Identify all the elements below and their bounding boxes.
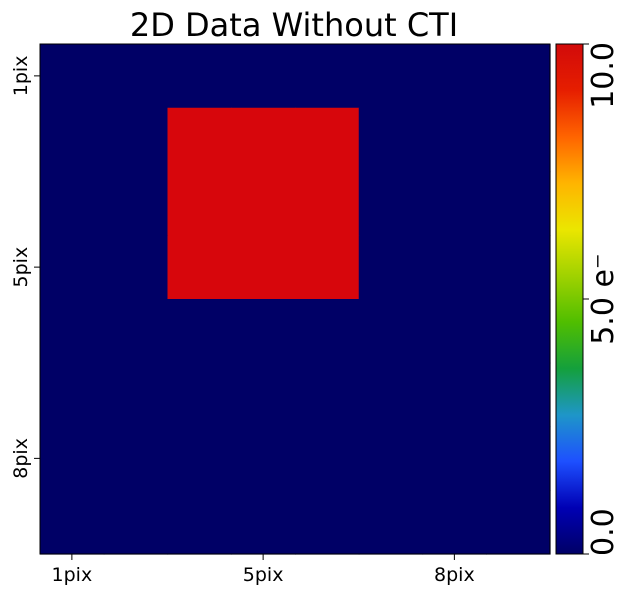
heatmap-cell bbox=[295, 426, 360, 491]
heatmap-cell bbox=[295, 44, 360, 109]
heatmap-cell bbox=[486, 44, 551, 109]
heatmap-cell bbox=[358, 44, 424, 109]
heatmap-cell bbox=[103, 490, 169, 555]
heatmap-cell bbox=[486, 490, 551, 555]
colorbar-axis: 0.0 5.0 e⁻ 10.0 bbox=[583, 42, 621, 556]
heatmap-cell bbox=[295, 299, 360, 364]
heatmap-cell bbox=[167, 490, 232, 555]
heatmap-cell bbox=[358, 107, 424, 173]
heatmap-cell bbox=[231, 235, 296, 300]
heatmap-cell bbox=[486, 235, 551, 300]
heatmap-cell bbox=[167, 44, 232, 109]
heatmap-cell bbox=[103, 235, 169, 300]
heatmap-cell bbox=[40, 426, 105, 491]
colorbar-tick-label: 5.0 e⁻ bbox=[586, 253, 621, 345]
heatmap-cell bbox=[167, 235, 232, 300]
heatmap-cell bbox=[358, 235, 424, 300]
heatmap-cell bbox=[103, 426, 169, 491]
heatmap-cell bbox=[40, 362, 105, 428]
chart-title: 2D Data Without CTI bbox=[130, 6, 458, 44]
heatmap-cell bbox=[358, 299, 424, 364]
heatmap-cell bbox=[295, 235, 360, 300]
heatmap-cell bbox=[422, 426, 487, 491]
heatmap-cell bbox=[40, 490, 105, 555]
colorbar bbox=[555, 43, 584, 555]
heatmap-cell bbox=[486, 107, 551, 173]
colorbar-tick-label: 10.0 bbox=[586, 42, 621, 109]
heatmap-cell bbox=[295, 107, 360, 173]
heatmap-cell bbox=[486, 362, 551, 428]
y-tick-label: 8pix bbox=[10, 438, 32, 479]
heatmap-cell bbox=[40, 299, 105, 364]
heatmap-cell bbox=[167, 426, 232, 491]
heatmap-cell bbox=[422, 171, 487, 236]
heatmap-cell bbox=[422, 44, 487, 109]
x-tick-label: 1pix bbox=[52, 564, 93, 586]
heatmap-cell bbox=[231, 171, 296, 236]
x-axis: 1pix 5pix 8pix bbox=[52, 554, 475, 586]
heatmap-cell bbox=[358, 490, 424, 555]
heatmap-cell bbox=[295, 171, 360, 236]
heatmap-cell bbox=[295, 490, 360, 555]
heatmap-cell bbox=[40, 235, 105, 300]
heatmap-cell bbox=[40, 171, 105, 236]
heatmap-cell bbox=[167, 171, 232, 236]
heatmap-cell bbox=[103, 171, 169, 236]
heatmap-cell bbox=[486, 171, 551, 236]
heatmap-cell bbox=[422, 235, 487, 300]
heatmap-cell bbox=[422, 299, 487, 364]
heatmap-cell bbox=[103, 44, 169, 109]
heatmap-cell bbox=[103, 362, 169, 428]
heatmap-cell bbox=[40, 44, 105, 109]
heatmap-cell bbox=[40, 107, 105, 173]
heatmap-cell bbox=[231, 44, 296, 109]
heatmap-cell bbox=[167, 107, 232, 173]
heatmap-cell bbox=[422, 362, 487, 428]
colorbar-tick-label: 0.0 bbox=[586, 508, 621, 556]
heatmap-cell bbox=[358, 362, 424, 428]
plot-frame bbox=[39, 43, 551, 555]
heatmap-cell bbox=[167, 362, 232, 428]
heatmap-cell bbox=[422, 490, 487, 555]
heatmap-cell bbox=[103, 107, 169, 173]
heatmap-cell bbox=[358, 426, 424, 491]
y-tick-label: 1pix bbox=[10, 56, 32, 97]
heatmap-cell bbox=[231, 490, 296, 555]
heatmap-cell bbox=[358, 171, 424, 236]
heatmap-cell bbox=[231, 362, 296, 428]
heatmap-cell bbox=[167, 299, 232, 364]
heatmap-cell bbox=[103, 299, 169, 364]
heatmap-cell bbox=[486, 426, 551, 491]
y-axis: 1pix 5pix 8pix bbox=[10, 56, 40, 479]
heatmap-cell bbox=[422, 107, 487, 173]
heatmap-cell bbox=[231, 299, 296, 364]
x-tick-label: 8pix bbox=[434, 564, 475, 586]
y-tick-label: 5pix bbox=[10, 247, 32, 288]
heatmap-cell bbox=[231, 426, 296, 491]
heatmap-cell bbox=[486, 299, 551, 364]
heatmap-cell bbox=[295, 362, 360, 428]
heatmap-cell bbox=[231, 107, 296, 173]
x-tick-label: 5pix bbox=[243, 564, 284, 586]
heatmap-cells bbox=[40, 44, 551, 555]
